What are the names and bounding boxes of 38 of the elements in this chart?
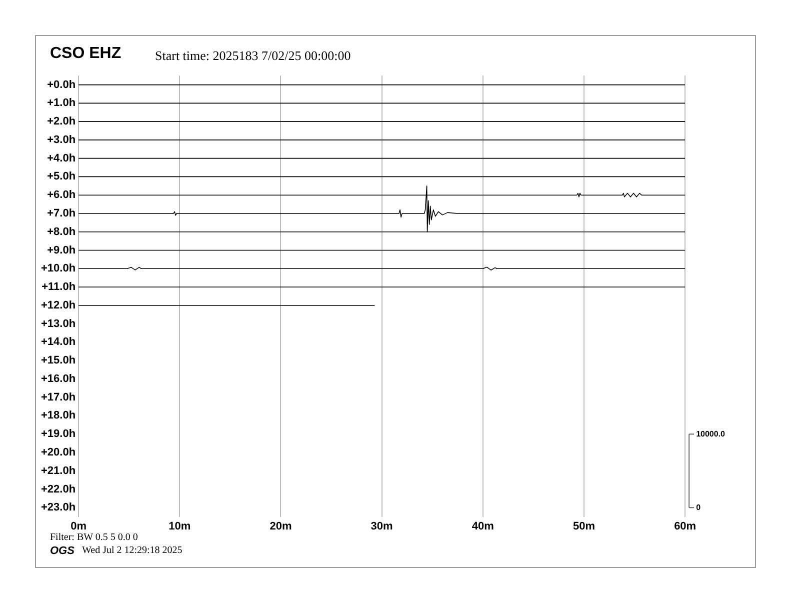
y-tick-label: +22.0h bbox=[40, 483, 76, 496]
y-tick-label: +16.0h bbox=[40, 372, 76, 385]
chart-title: CSO EHZ bbox=[50, 45, 122, 63]
y-tick-label: +15.0h bbox=[40, 354, 76, 367]
text: Filter: BW 0.5 5 0.0 0 bbox=[50, 532, 138, 543]
y-tick-label: +19.0h bbox=[40, 428, 76, 440]
x-tick-label: 40m bbox=[472, 520, 494, 532]
y-tick-label: +10.0h bbox=[40, 262, 76, 275]
x-tick-label: 50m bbox=[572, 520, 596, 532]
y-tick-label: +0.0h bbox=[47, 78, 76, 91]
y-tick-label: +1.0h bbox=[47, 97, 76, 110]
y-tick-label: +11.0h bbox=[42, 281, 76, 294]
chart-subtitle: Start time: 2025183 7/02/25 00:00:00 bbox=[155, 48, 351, 64]
x-tick-label: 0m bbox=[70, 520, 87, 532]
y-tick-label: +7.0h bbox=[47, 208, 76, 220]
y-tick-label: +18.0h bbox=[40, 410, 76, 422]
text: Wed Jul 2 12:29:18 2025 bbox=[82, 545, 182, 556]
y-tick-label: +5.0h bbox=[47, 170, 76, 183]
y-tick-label: +14.0h bbox=[40, 336, 76, 348]
y-tick-label: +21.0h bbox=[40, 464, 76, 477]
y-tick-label: +6.0h bbox=[47, 189, 76, 202]
y-tick-label: +20.0h bbox=[40, 446, 76, 458]
text: OGS bbox=[50, 545, 74, 557]
x-tick-label: 20m bbox=[270, 520, 292, 532]
y-tick-label: +8.0h bbox=[47, 226, 76, 238]
x-tick-label: 60m bbox=[674, 520, 696, 532]
y-tick-label: +3.0h bbox=[47, 134, 76, 146]
x-tick-label: 10m bbox=[168, 520, 191, 532]
x-tick-label: 30m bbox=[370, 520, 394, 532]
y-tick-label: +4.0h bbox=[47, 152, 76, 164]
y-tick-label: +17.0h bbox=[40, 391, 76, 404]
y-tick-label: +2.0h bbox=[47, 116, 76, 128]
y-tick-label: +12.0h bbox=[40, 299, 76, 312]
y2-tick-label: 10000.0 bbox=[696, 429, 726, 438]
y-tick-label: +23.0h bbox=[40, 502, 76, 514]
y-tick-label: +13.0h bbox=[40, 318, 76, 330]
y-tick-label: +9.0h bbox=[47, 244, 76, 256]
y2-tick-label: 0 bbox=[696, 502, 702, 512]
